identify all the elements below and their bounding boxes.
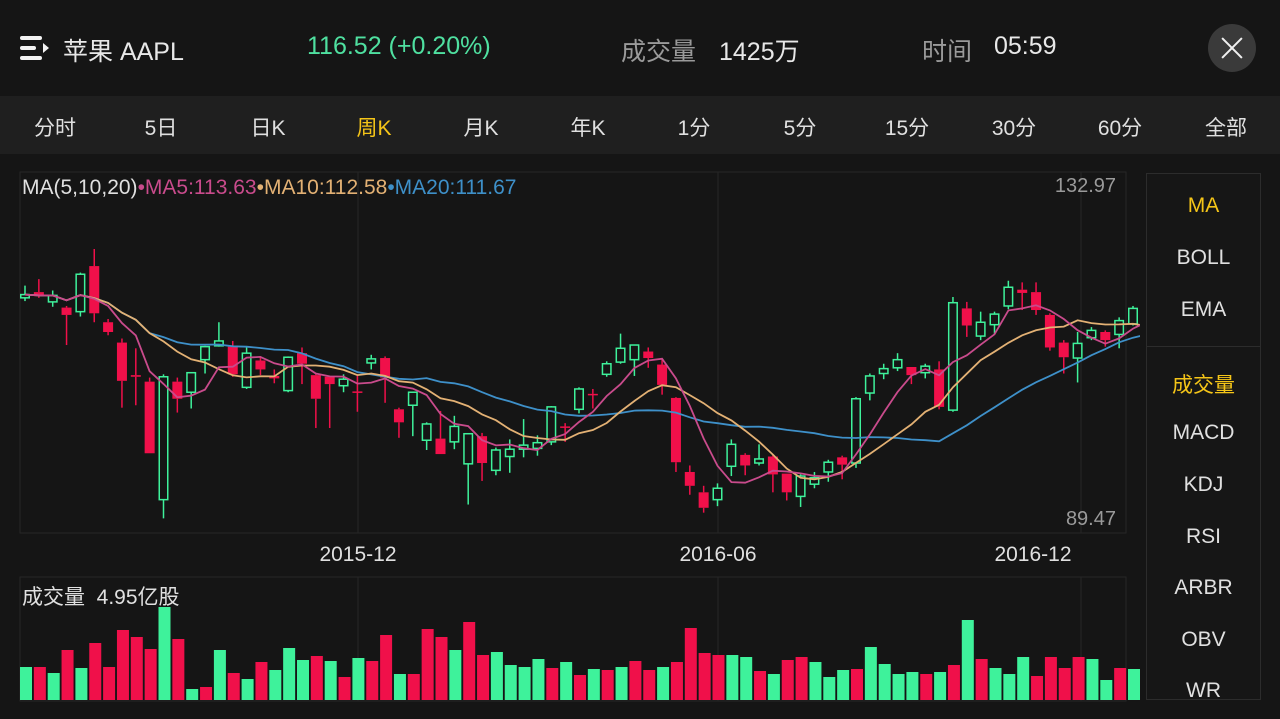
indicator-volume[interactable]: 成交量	[1172, 374, 1235, 397]
indicator-obv[interactable]: OBV	[1181, 628, 1226, 651]
tab-1min[interactable]: 1分	[677, 117, 711, 140]
indicator-ema[interactable]: EMA	[1180, 298, 1227, 321]
y-axis-min: 89.47	[1065, 508, 1116, 530]
y-axis-max: 132.97	[1054, 175, 1116, 197]
tab-daily-k[interactable]: 日K	[250, 117, 286, 140]
ma20-value: •MA20:111.67	[387, 176, 517, 199]
period-tabs: 分时 5日 日K 周K 月K 年K 1分 5分 15分 30分 60分 全部	[0, 96, 1280, 154]
indicator-panel: MA BOLL EMA 成交量 MACD KDJ RSI ARBR OBV WR	[1146, 173, 1261, 700]
volume-label: 成交量	[621, 38, 697, 66]
time-value: 05:59	[994, 32, 1057, 60]
indicator-boll[interactable]: BOLL	[1176, 246, 1231, 269]
indicator-arbr[interactable]: ARBR	[1174, 576, 1233, 599]
candlestick-chart[interactable]	[0, 0, 1140, 719]
tab-5day[interactable]: 5日	[144, 117, 178, 140]
indicator-rsi[interactable]: RSI	[1185, 525, 1221, 548]
tab-fenshi[interactable]: 分时	[34, 117, 76, 140]
x-label-2016-12: 2016-12	[994, 543, 1072, 566]
price-change: 116.52 (+0.20%)	[307, 32, 491, 60]
tab-yearly-k[interactable]: 年K	[570, 117, 606, 140]
x-label-2015-12: 2015-12	[319, 543, 397, 566]
volume-panel-value: 4.95亿股	[96, 586, 180, 609]
indicator-wr[interactable]: WR	[1186, 679, 1221, 700]
ma-legend-base: MA(5,10,20)	[22, 176, 138, 199]
ma-legend: MA(5,10,20)•MA5:113.63•MA10:112.58•MA20:…	[22, 176, 517, 200]
header-bar: 苹果 AAPL 116.52 (+0.20%) 成交量 1425万 时间 05:…	[0, 0, 1280, 96]
stock-title: 苹果 AAPL	[63, 38, 184, 66]
tab-all[interactable]: 全部	[1205, 117, 1247, 140]
x-label-2016-06: 2016-06	[679, 543, 757, 566]
close-icon[interactable]	[1208, 24, 1256, 72]
indicator-ma[interactable]: MA	[1187, 194, 1220, 217]
tab-monthly-k[interactable]: 月K	[463, 117, 499, 140]
volume-panel-title: 成交量 4.95亿股	[22, 581, 180, 611]
tab-weekly-k[interactable]: 周K	[356, 117, 392, 140]
time-label: 时间	[922, 38, 973, 66]
indicator-macd[interactable]: MACD	[1172, 421, 1235, 444]
volume-panel-label: 成交量	[22, 586, 85, 609]
ma10-value: •MA10:112.58	[256, 176, 388, 199]
tab-60min[interactable]: 60分	[1097, 117, 1143, 140]
tab-5min[interactable]: 5分	[783, 117, 817, 140]
ma5-value: •MA5:113.63	[137, 176, 257, 199]
indicator-kdj[interactable]: KDJ	[1183, 473, 1224, 496]
tab-15min[interactable]: 15分	[884, 117, 930, 140]
tab-30min[interactable]: 30分	[991, 117, 1037, 140]
volume-value: 1425万	[719, 38, 800, 66]
menu-expand-icon[interactable]	[20, 36, 50, 60]
indicator-divider	[1147, 346, 1260, 347]
